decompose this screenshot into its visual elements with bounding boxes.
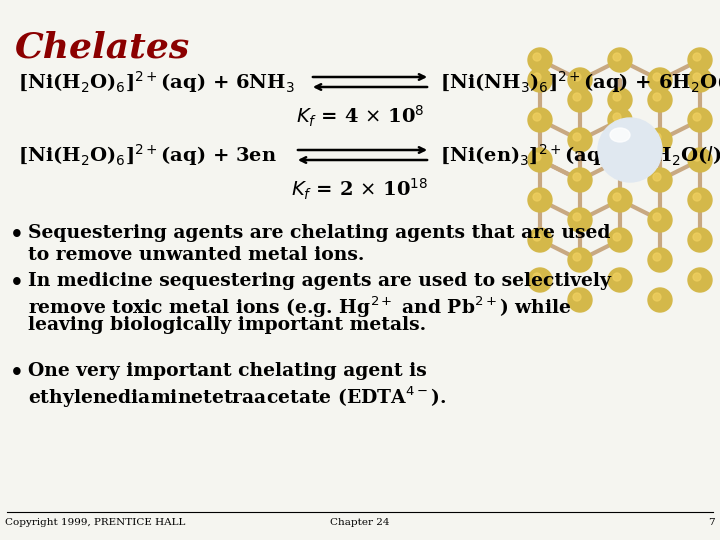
Circle shape	[648, 168, 672, 192]
Circle shape	[608, 88, 632, 112]
Text: Chapter 24: Chapter 24	[330, 518, 390, 527]
Circle shape	[608, 48, 632, 72]
Circle shape	[693, 113, 701, 121]
Text: [Ni(NH$_3$)$_6$]$^{2+}$(aq) + 6H$_2$O($l$): [Ni(NH$_3$)$_6$]$^{2+}$(aq) + 6H$_2$O($l…	[440, 69, 720, 95]
Circle shape	[693, 233, 701, 241]
Text: •: •	[10, 224, 24, 246]
Circle shape	[568, 248, 592, 272]
Circle shape	[653, 73, 661, 81]
Circle shape	[568, 68, 592, 92]
Circle shape	[528, 108, 552, 132]
Text: to remove unwanted metal ions.: to remove unwanted metal ions.	[28, 246, 364, 264]
Circle shape	[653, 253, 661, 261]
Circle shape	[688, 268, 712, 292]
Circle shape	[533, 153, 541, 161]
Circle shape	[533, 113, 541, 121]
Circle shape	[568, 168, 592, 192]
Circle shape	[528, 228, 552, 252]
Circle shape	[608, 188, 632, 212]
Circle shape	[533, 53, 541, 61]
Circle shape	[568, 208, 592, 232]
Circle shape	[533, 73, 541, 81]
Circle shape	[613, 193, 621, 201]
Circle shape	[573, 213, 581, 221]
Ellipse shape	[610, 128, 630, 142]
Circle shape	[528, 268, 552, 292]
Text: 7: 7	[708, 518, 715, 527]
Circle shape	[613, 53, 621, 61]
Text: leaving biologically important metals.: leaving biologically important metals.	[28, 316, 426, 334]
Circle shape	[613, 233, 621, 241]
Circle shape	[598, 118, 662, 182]
Circle shape	[648, 88, 672, 112]
Circle shape	[613, 93, 621, 101]
Circle shape	[693, 53, 701, 61]
Text: One very important chelating agent is: One very important chelating agent is	[28, 362, 427, 380]
Circle shape	[608, 108, 632, 132]
Text: [Ni(H$_2$O)$_6$]$^{2+}$(aq) + 3en: [Ni(H$_2$O)$_6$]$^{2+}$(aq) + 3en	[18, 142, 276, 168]
Text: $K_f$ = 4 $\times$ 10$^8$: $K_f$ = 4 $\times$ 10$^8$	[296, 103, 424, 129]
Text: [Ni(H$_2$O)$_6$]$^{2+}$(aq) + 6NH$_3$: [Ni(H$_2$O)$_6$]$^{2+}$(aq) + 6NH$_3$	[18, 69, 294, 95]
Circle shape	[528, 188, 552, 212]
Text: ethylenediaminetetraacetate (EDTA$^{4-}$).: ethylenediaminetetraacetate (EDTA$^{4-}$…	[28, 384, 446, 409]
Circle shape	[608, 148, 632, 172]
Text: In medicine sequestering agents are used to selectively: In medicine sequestering agents are used…	[28, 272, 611, 290]
Circle shape	[688, 188, 712, 212]
Circle shape	[613, 113, 621, 121]
Text: •: •	[10, 362, 24, 384]
Circle shape	[693, 273, 701, 281]
Circle shape	[648, 248, 672, 272]
Text: Sequestering agents are chelating agents that are used: Sequestering agents are chelating agents…	[28, 224, 611, 242]
Circle shape	[573, 133, 581, 141]
Text: [Ni(en)$_3$]$^{2+}$(aq) + 6H$_2$O($l$): [Ni(en)$_3$]$^{2+}$(aq) + 6H$_2$O($l$)	[440, 142, 720, 168]
Circle shape	[528, 68, 552, 92]
Circle shape	[688, 48, 712, 72]
Circle shape	[533, 233, 541, 241]
Circle shape	[568, 128, 592, 152]
Circle shape	[613, 153, 621, 161]
Circle shape	[573, 253, 581, 261]
Circle shape	[613, 273, 621, 281]
Circle shape	[573, 93, 581, 101]
Circle shape	[568, 288, 592, 312]
Circle shape	[693, 193, 701, 201]
Circle shape	[573, 73, 581, 81]
Circle shape	[573, 293, 581, 301]
Circle shape	[688, 108, 712, 132]
Circle shape	[528, 148, 552, 172]
Circle shape	[653, 173, 661, 181]
Circle shape	[533, 193, 541, 201]
Circle shape	[608, 228, 632, 252]
Circle shape	[653, 293, 661, 301]
Circle shape	[693, 153, 701, 161]
Text: remove toxic metal ions (e.g. Hg$^{2+}$ and Pb$^{2+}$) while: remove toxic metal ions (e.g. Hg$^{2+}$ …	[28, 294, 572, 320]
Circle shape	[648, 68, 672, 92]
Circle shape	[528, 48, 552, 72]
Circle shape	[608, 268, 632, 292]
Circle shape	[533, 273, 541, 281]
Text: •: •	[10, 272, 24, 294]
Circle shape	[568, 88, 592, 112]
Circle shape	[693, 73, 701, 81]
Text: Copyright 1999, PRENTICE HALL: Copyright 1999, PRENTICE HALL	[5, 518, 185, 527]
Circle shape	[653, 93, 661, 101]
Circle shape	[653, 133, 661, 141]
Text: Chelates: Chelates	[15, 30, 190, 64]
Circle shape	[573, 173, 581, 181]
Circle shape	[653, 213, 661, 221]
Circle shape	[688, 148, 712, 172]
Circle shape	[648, 208, 672, 232]
Circle shape	[648, 128, 672, 152]
Circle shape	[648, 288, 672, 312]
Circle shape	[688, 228, 712, 252]
Circle shape	[688, 68, 712, 92]
Text: $K_f$ = 2 $\times$ 10$^{18}$: $K_f$ = 2 $\times$ 10$^{18}$	[292, 177, 428, 201]
